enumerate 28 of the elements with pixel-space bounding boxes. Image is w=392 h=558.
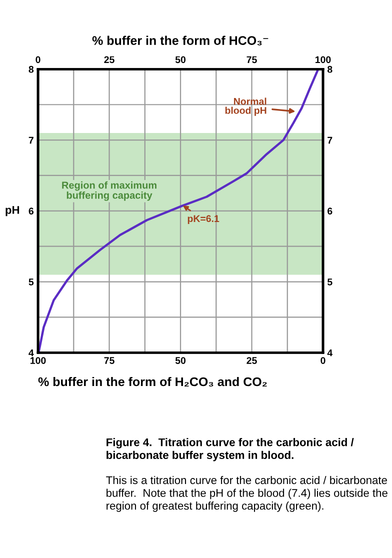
- x-tick-label: 50: [175, 357, 186, 364]
- y-axis-title: pH: [6, 206, 20, 216]
- y2-tick-label: 5: [327, 278, 332, 286]
- text: This is a titration curve for the carbonic acid / bicarbonate buffer. Note that the pH of the blood (7.4) lies outside the region of greatest buffering capacity (green).: [106, 476, 388, 512]
- x-tick-label: 75: [104, 357, 114, 364]
- x-tick-label: 100: [30, 357, 46, 364]
- x-tick-label: 0: [320, 357, 326, 364]
- y-tick-label: 8: [28, 66, 34, 73]
- y2-tick-label: 6: [328, 208, 332, 215]
- caption: Figure 4. Titration curve for the carbonic acid / bicarbonate buffer system in blood.: [106, 438, 354, 462]
- y-tick-label: 7: [28, 136, 34, 144]
- x2-tick-label: 50: [175, 56, 186, 64]
- x2-tick-label: 0: [36, 56, 40, 64]
- y2-tick-label: 4: [327, 349, 333, 356]
- x-axis-title: % buffer in the form of H₂CO₃ and CO₂: [38, 376, 267, 387]
- x2-tick-label: 75: [246, 56, 257, 64]
- x-tick-label: 25: [246, 357, 257, 364]
- y-tick-label: 6: [28, 208, 34, 215]
- y2-tick-label: 8: [327, 66, 332, 73]
- y-tick-label: 5: [28, 278, 34, 286]
- annotation: Normal blood pH: [225, 98, 266, 116]
- x2-tick-label: 25: [104, 56, 114, 64]
- band-label: Region of maximum buffering capacity: [62, 181, 156, 201]
- x2-tick-label: 100: [316, 56, 331, 64]
- annotation: pK=6.1: [188, 215, 220, 224]
- x2-axis-title: % buffer in the form of HCO₃⁻: [92, 36, 268, 46]
- y2-tick-label: 7: [328, 136, 332, 144]
- y-tick-label: 4: [28, 349, 34, 356]
